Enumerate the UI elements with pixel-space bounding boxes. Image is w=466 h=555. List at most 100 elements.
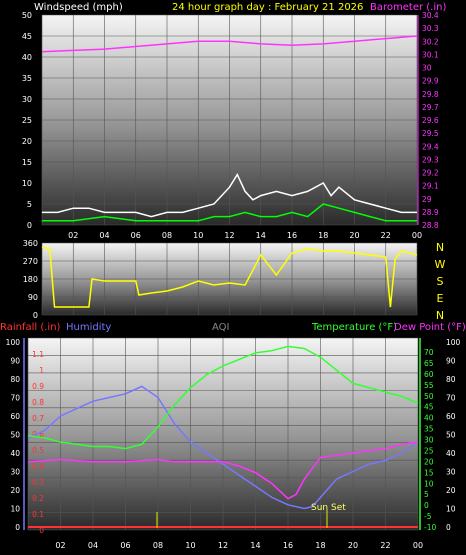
x-tick-label: 16 — [283, 541, 293, 550]
x-tick-label: 18 — [318, 231, 328, 240]
baro-tick-label: 30.1 — [422, 50, 439, 59]
x-tick-label: 20 — [349, 231, 359, 240]
x-tick-label: 00 — [413, 541, 423, 550]
graph-title: 24 hour graph day : February 21 2026 — [172, 2, 363, 13]
right-tick-label: 60 — [446, 412, 456, 421]
humidity-tick-label: 50 — [10, 431, 20, 440]
baro-tick-label: 29.5 — [422, 129, 439, 138]
rainfall-label: Rainfall (.in) — [0, 322, 61, 333]
rain-tick-label: 0.9 — [32, 382, 44, 391]
barometer-line — [41, 35, 418, 53]
temperature-tick-label: 30 — [424, 436, 434, 445]
x-tick-label: 22 — [381, 231, 391, 240]
temperature-tick-label: 45 — [424, 403, 434, 412]
right-tick-label: 80 — [446, 375, 456, 384]
humidity-label: Humidity — [66, 322, 111, 333]
wind-x-axis: 02 04 06 08 10 12 14 16 18 20 22 00 — [68, 231, 422, 240]
temperature-tick-label: 5 — [424, 490, 429, 499]
direction-tick-label: 180 — [23, 275, 38, 284]
compass-letter: N — [436, 241, 444, 254]
rain-axis: 1.1 1 0.9 0.8 0.7 0.6 0.5 0.4 0.3 0.2 0.1 0 — [32, 350, 44, 535]
x-tick-label: 02 — [68, 231, 78, 240]
temperature-tick-label: 35 — [424, 425, 434, 434]
rain-tick-label: 1.1 — [32, 350, 44, 359]
rain-tick-label: 0.4 — [32, 462, 44, 471]
temperature-tick-label: 25 — [424, 446, 434, 455]
lower-x-axis: 02 04 06 08 10 12 14 16 18 20 22 00 — [55, 541, 423, 550]
baro-tick-label: 29.2 — [422, 169, 439, 178]
temperature-tick-label: 10 — [424, 479, 434, 488]
rain-tick-label: 0.5 — [32, 446, 44, 455]
right-tick-label: 10 — [446, 505, 456, 514]
dewpoint-line — [27, 441, 419, 500]
wind-tick-label: 25 — [22, 116, 32, 125]
humidity-tick-label: 0 — [15, 523, 20, 532]
baro-tick-label: 29.1 — [422, 182, 439, 191]
temperature-tick-label: 20 — [424, 457, 434, 466]
baro-tick-label: 30.4 — [422, 11, 439, 20]
aqi-label: AQI — [212, 322, 230, 333]
temperature-tick-label: 65 — [424, 359, 434, 368]
baro-tick-label: 29.4 — [422, 142, 439, 151]
x-tick-label: 22 — [380, 541, 390, 550]
x-tick-label: 12 — [224, 231, 234, 240]
rain-tick-label: 0 — [39, 526, 44, 535]
x-tick-label: 08 — [153, 541, 163, 550]
rain-tick-label: 0.1 — [32, 510, 44, 519]
humidity-tick-label: 20 — [10, 486, 20, 495]
wind-tick-label: 10 — [22, 179, 32, 188]
baro-tick-label: 29 — [422, 195, 432, 204]
direction-tick-label: 360 — [23, 239, 38, 248]
baro-tick-label: 29.6 — [422, 116, 439, 125]
x-tick-label: 16 — [287, 231, 297, 240]
average-wind-line — [42, 203, 417, 222]
direction-axis: 360 270 180 90 0 — [23, 239, 38, 320]
direction-tick-label: 270 — [23, 257, 38, 266]
wind-tick-label: 45 — [22, 32, 32, 41]
baro-tick-label: 28.9 — [422, 208, 439, 217]
rain-tick-label: 0.8 — [32, 398, 44, 407]
right-tick-label: 20 — [446, 486, 456, 495]
baro-tick-label: 29.3 — [422, 155, 439, 164]
x-tick-label: 08 — [162, 231, 172, 240]
x-tick-label: 14 — [250, 541, 260, 550]
right-tick-label: 0 — [446, 523, 451, 532]
wind-direction-line — [41, 246, 418, 308]
right-tick-label: 30 — [446, 468, 456, 477]
baro-tick-label: 29.7 — [422, 103, 439, 112]
temperature-tick-label: 0 — [424, 501, 429, 510]
direction-tick-label: 90 — [28, 293, 38, 302]
wind-tick-label: 40 — [22, 53, 32, 62]
x-tick-label: 10 — [185, 541, 195, 550]
baro-tick-label: 30 — [422, 64, 432, 73]
barometer-label: Barometer (.in) — [370, 2, 446, 13]
compass-letter: E — [437, 292, 444, 305]
rain-tick-label: 0.2 — [32, 494, 44, 503]
right-tick-label: 90 — [446, 357, 456, 366]
direction-grid — [41, 242, 418, 316]
temperature-tick-label: 60 — [424, 370, 434, 379]
x-tick-label: 20 — [348, 541, 358, 550]
rain-tick-label: 0.3 — [32, 478, 44, 487]
temperature-label: Temperature (°F) — [311, 322, 397, 333]
direction-tick-label: 0 — [33, 311, 38, 320]
temperature-tick-label: 40 — [424, 414, 434, 423]
x-tick-label: 06 — [120, 541, 130, 550]
temperature-tick-label: -10 — [424, 523, 436, 532]
temperature-tick-label: 70 — [424, 348, 434, 357]
x-tick-label: 04 — [99, 231, 109, 240]
wind-tick-label: 20 — [22, 137, 32, 146]
humidity-line — [27, 385, 419, 510]
wind-tick-label: 15 — [22, 158, 32, 167]
wind-tick-label: 50 — [22, 11, 32, 20]
rain-tick-label: 1 — [39, 366, 44, 375]
x-tick-label: 02 — [55, 541, 65, 550]
temperature-tick-label: 15 — [424, 468, 434, 477]
dewpoint-label: Dew Point (°F) — [394, 322, 466, 333]
baro-tick-label: 30.3 — [422, 24, 439, 33]
baro-tick-label: 30.2 — [422, 37, 439, 46]
humidity-tick-label: 40 — [10, 449, 20, 458]
